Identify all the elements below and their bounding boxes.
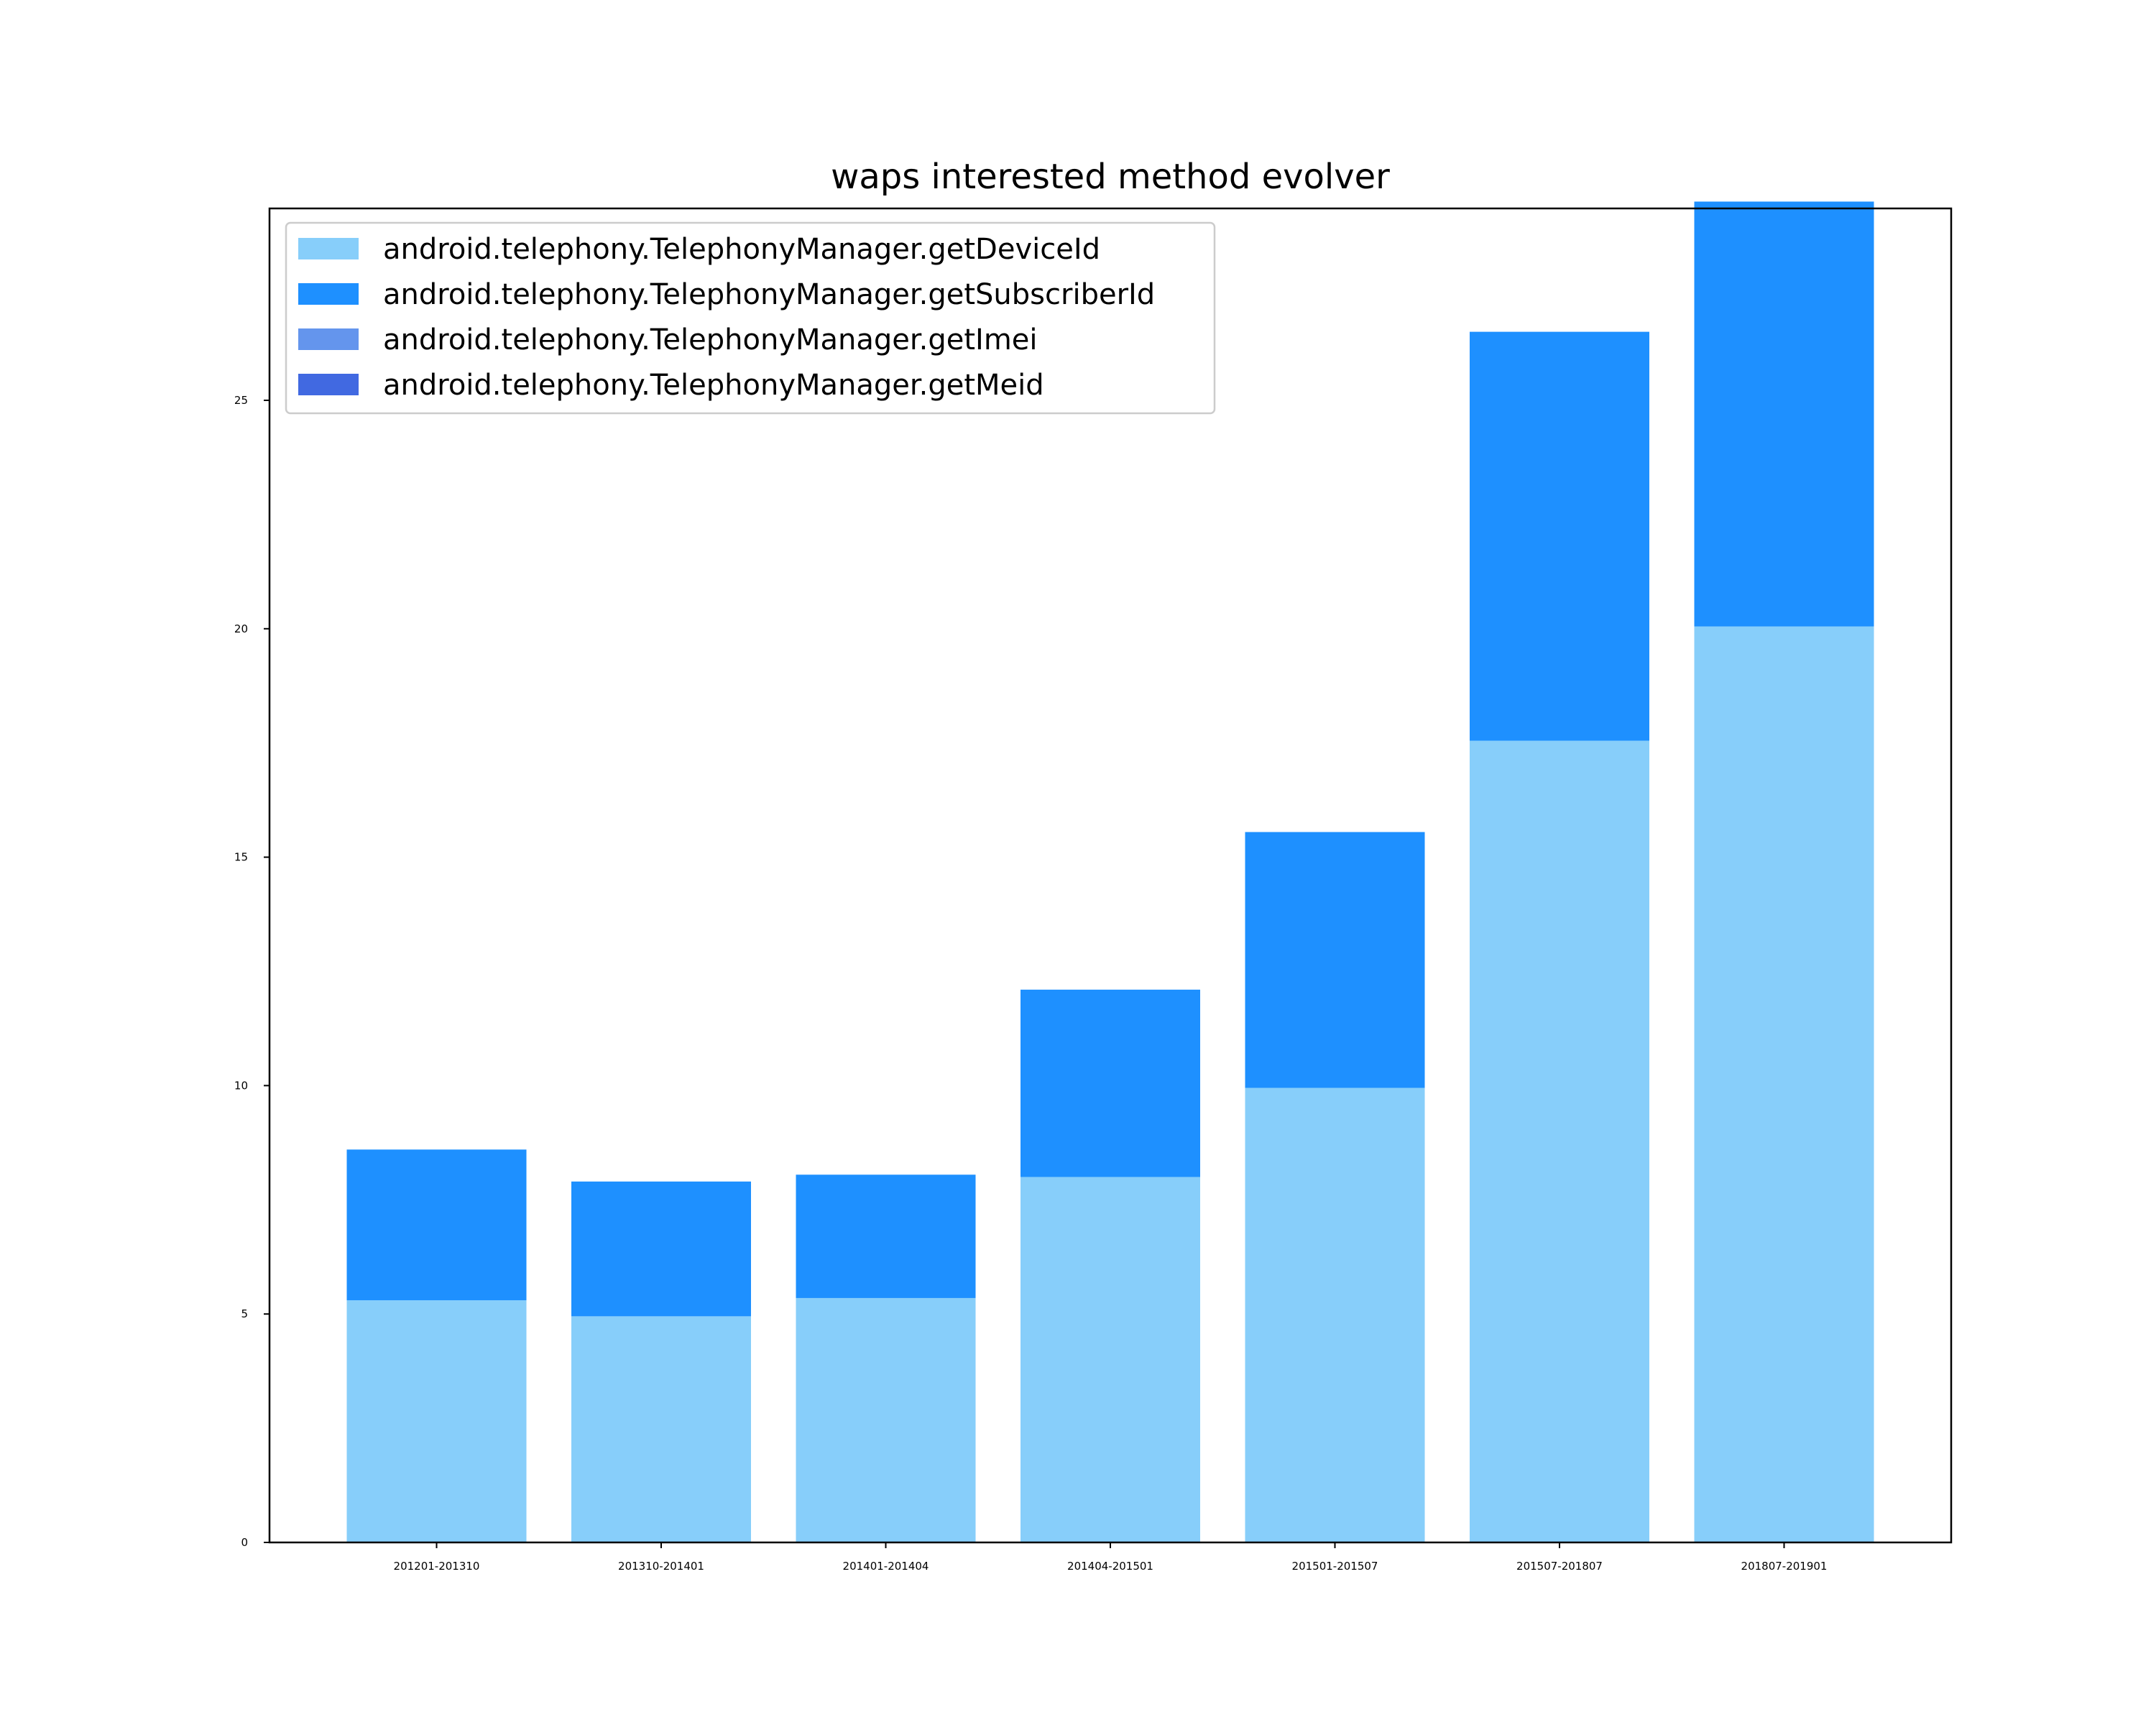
bar-series-1-201507-201807 xyxy=(1470,331,1649,741)
bar-series-1-201310-201401 xyxy=(571,1181,751,1317)
legend-label: android.telephony.TelephonyManager.getDe… xyxy=(383,233,1100,266)
x-tick-label: 201807-201901 xyxy=(1741,1560,1828,1573)
bar-series-0-201501-201507 xyxy=(1245,1087,1425,1542)
bar-series-0-201310-201401 xyxy=(571,1316,751,1542)
bar-series-1-201404-201501 xyxy=(1021,989,1200,1177)
bar-series-1-201401-201404 xyxy=(796,1174,976,1298)
x-tick-label: 201501-201507 xyxy=(1292,1560,1378,1573)
x-tick-label: 201401-201404 xyxy=(843,1560,929,1573)
bar-series-1-201501-201507 xyxy=(1245,832,1425,1088)
x-tick-label: 201404-201501 xyxy=(1067,1560,1153,1573)
legend-label: android.telephony.TelephonyManager.getIm… xyxy=(383,323,1038,356)
bar-series-0-201507-201807 xyxy=(1470,740,1649,1542)
bar-series-0-201401-201404 xyxy=(796,1297,976,1542)
legend-box xyxy=(285,221,1216,415)
y-tick-label: 15 xyxy=(234,851,248,864)
legend: android.telephony.TelephonyManager.getDe… xyxy=(285,221,1216,415)
legend-swatch xyxy=(298,374,359,395)
x-tick-label: 201507-201807 xyxy=(1516,1560,1603,1573)
legend-swatch xyxy=(298,328,359,350)
x-axis: 201201-201310 201310-201401 201401-201404 2… xyxy=(394,1542,1828,1573)
bar-series-0-201404-201501 xyxy=(1021,1177,1200,1542)
y-tick-label: 20 xyxy=(234,622,248,635)
y-tick-label: 25 xyxy=(234,394,248,407)
bar-series-1-201201-201310 xyxy=(346,1149,527,1301)
x-tick-label: 201310-201401 xyxy=(618,1560,704,1573)
y-tick-label: 10 xyxy=(234,1079,248,1092)
chart-title: waps interested method evolver xyxy=(831,157,1390,197)
y-tick-label: 0 xyxy=(241,1536,248,1549)
y-tick-label: 5 xyxy=(241,1307,248,1320)
legend-swatch xyxy=(298,283,359,305)
y-axis: 0 5 10 15 20 25 xyxy=(234,394,270,1549)
legend-swatch xyxy=(298,238,359,259)
bars-layer xyxy=(346,201,1874,1542)
legend-label: android.telephony.TelephonyManager.getMe… xyxy=(383,369,1044,402)
bar-series-0-201807-201901 xyxy=(1694,626,1874,1542)
plot-frame xyxy=(268,207,1953,1544)
legend-label: android.telephony.TelephonyManager.getSu… xyxy=(383,278,1155,311)
bar-series-1-201807-201901 xyxy=(1694,201,1874,627)
x-tick-label: 201201-201310 xyxy=(394,1560,480,1573)
bar-series-0-201201-201310 xyxy=(346,1300,527,1542)
